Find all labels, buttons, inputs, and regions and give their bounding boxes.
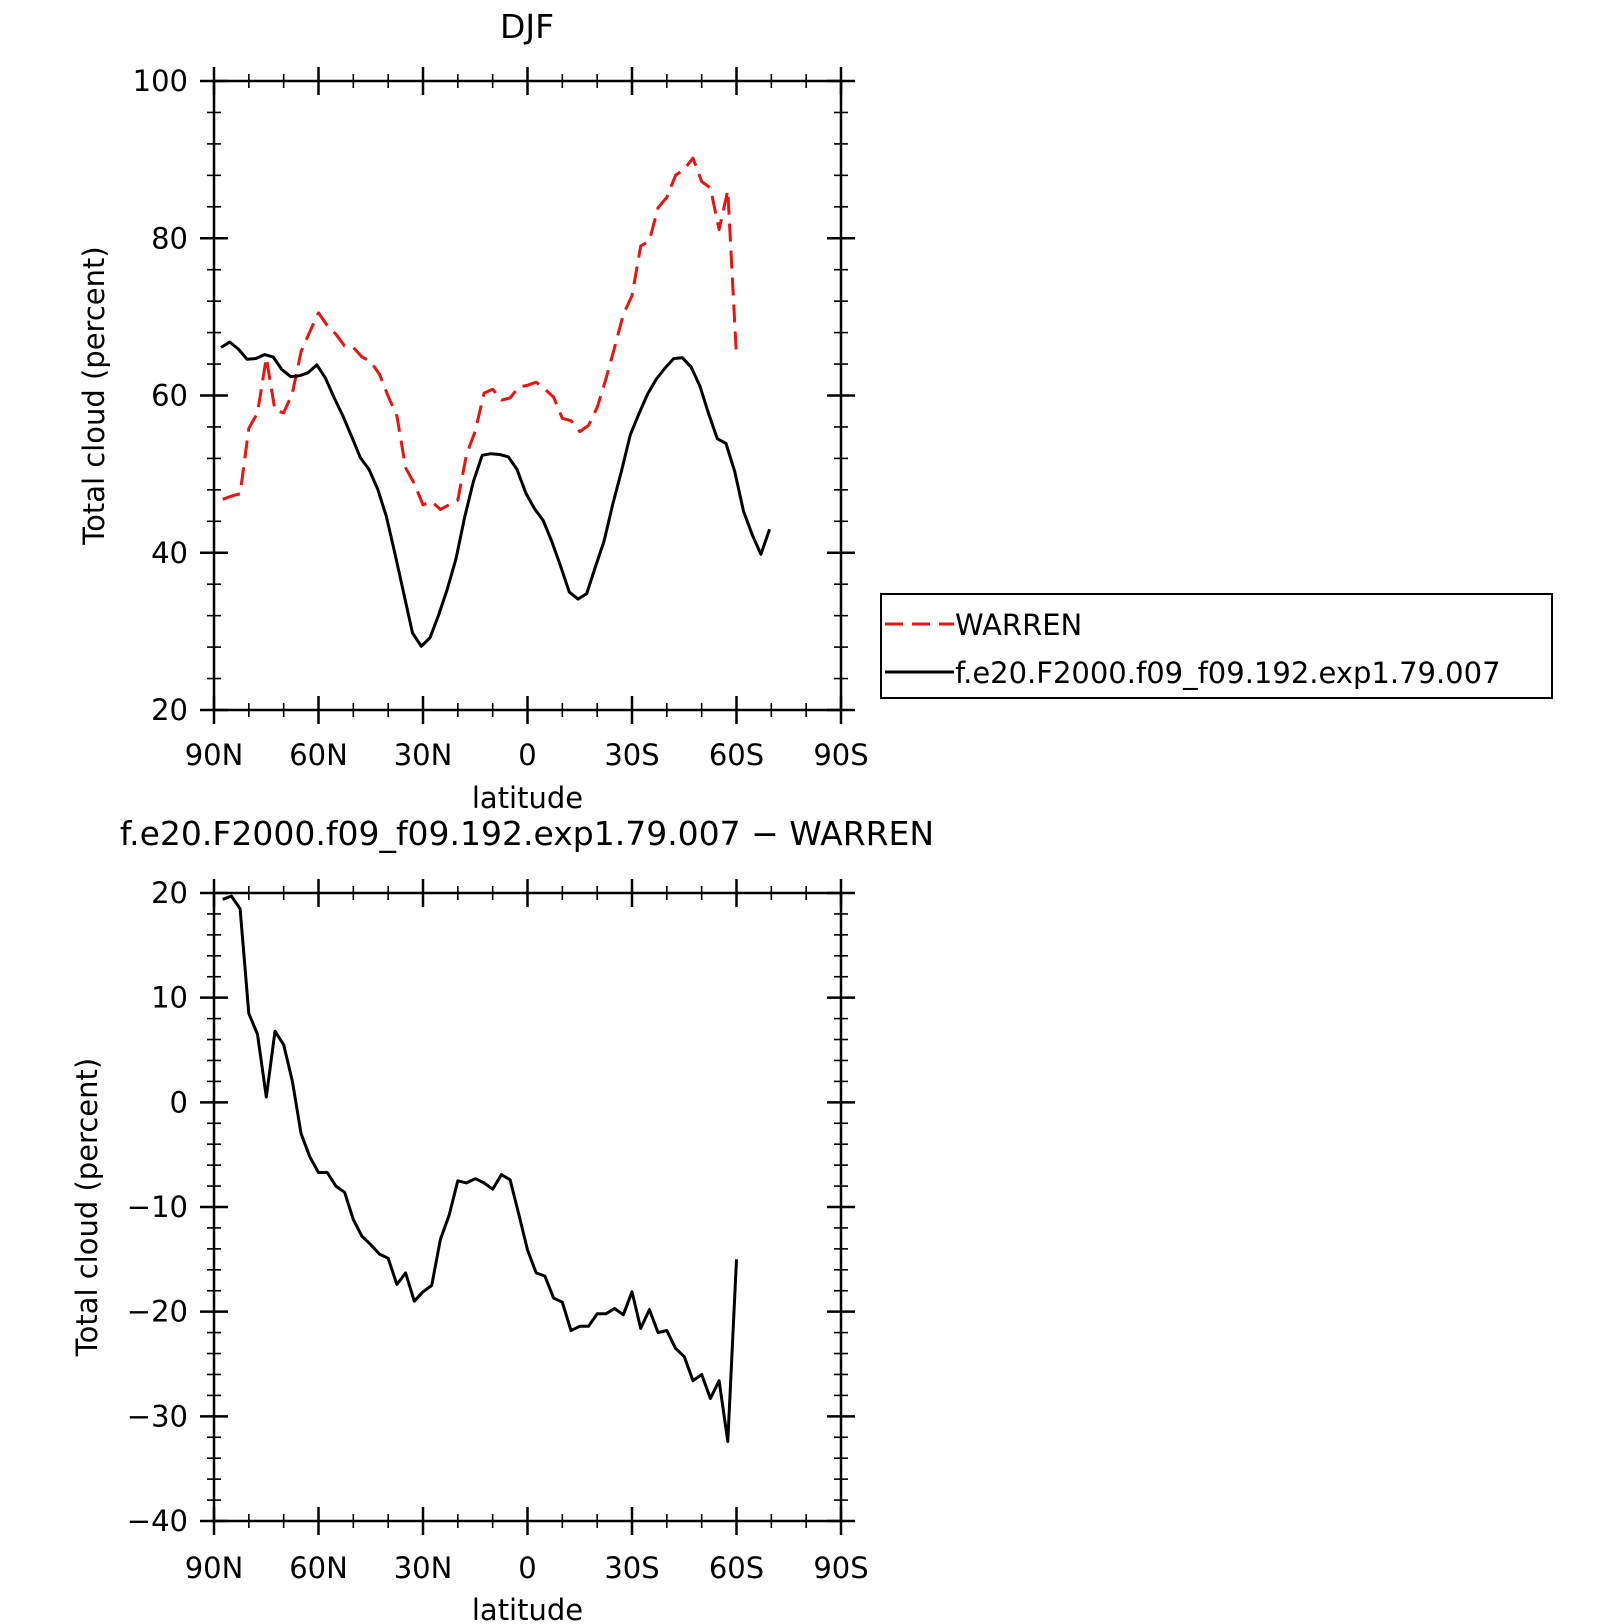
chart-bottom-difference: f.e20.F2000.f09_f09.192.exp1.79.007 − WA… (70, 814, 934, 1624)
x-tick-label: 90N (185, 1551, 244, 1585)
y-tick-label: 0 (170, 1085, 188, 1119)
y-axis-label: Total cloud (percent) (77, 246, 111, 545)
x-axis-label: latitude (472, 781, 583, 815)
x-tick-label: 30N (394, 1551, 453, 1585)
x-tick-label: 90S (813, 738, 868, 772)
y-axis-label: Total cloud (percent) (70, 1058, 104, 1357)
x-tick-label: 30S (604, 1551, 659, 1585)
y-tick-label: −40 (127, 1504, 188, 1538)
legend-label-0: WARREN (955, 608, 1082, 642)
y-tick-label: 80 (151, 221, 188, 255)
x-axis-label: latitude (472, 1593, 583, 1624)
series-line-0 (222, 156, 738, 511)
chart-title: DJF (500, 7, 554, 46)
y-tick-label: 20 (151, 876, 188, 910)
x-tick-label: 30S (604, 738, 659, 772)
x-tick-label: 0 (518, 738, 536, 772)
y-tick-label: 10 (151, 981, 188, 1015)
plot-frame (212, 79, 843, 712)
x-tick-label: 30N (394, 738, 453, 772)
x-tick-label: 0 (518, 1551, 536, 1585)
x-tick-label: 60N (289, 738, 348, 772)
x-tick-label: 60S (709, 1551, 764, 1585)
x-tick-label: 90S (813, 1551, 868, 1585)
series-line-1 (220, 340, 772, 648)
x-tick-label: 60S (709, 738, 764, 772)
plot-frame (212, 891, 843, 1523)
y-tick-label: −10 (127, 1190, 188, 1224)
y-tick-label: 20 (151, 693, 188, 727)
chart-top-djf: DJF 20 40 60 80 100 90N 60N 30N 0 30S 60S 90S latitud… (77, 7, 869, 815)
y-tick-label: −20 (127, 1295, 188, 1329)
y-tick-label: 100 (133, 64, 188, 98)
x-tick-label: 90N (185, 738, 244, 772)
series-line-0 (222, 894, 738, 1443)
legend: WARREN f.e20.F2000.f09_f09.192.exp1.79.00… (880, 593, 1553, 699)
y-tick-label: −30 (127, 1399, 188, 1433)
x-tick-label: 60N (289, 1551, 348, 1585)
legend-box (880, 593, 1553, 699)
y-tick-label: 40 (151, 536, 188, 570)
legend-label-1: f.e20.F2000.f09_f09.192.exp1.79.007 (955, 656, 1501, 690)
chart-title: f.e20.F2000.f09_f09.192.exp1.79.007 − WA… (120, 814, 934, 853)
y-tick-label: 60 (151, 379, 188, 413)
